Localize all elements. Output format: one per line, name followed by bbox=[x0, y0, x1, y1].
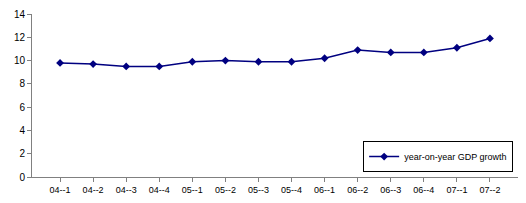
svg-text:05--4: 05--4 bbox=[281, 185, 302, 195]
svg-text:14: 14 bbox=[14, 9, 26, 20]
svg-text:4: 4 bbox=[19, 125, 25, 136]
svg-text:6: 6 bbox=[19, 102, 25, 113]
svg-text:06--4: 06--4 bbox=[413, 185, 434, 195]
svg-text:05--3: 05--3 bbox=[248, 185, 269, 195]
svg-text:0: 0 bbox=[19, 172, 25, 183]
svg-text:06--1: 06--1 bbox=[314, 185, 335, 195]
svg-text:04--3: 04--3 bbox=[116, 185, 137, 195]
svg-text:12: 12 bbox=[14, 32, 26, 43]
svg-text:04--1: 04--1 bbox=[50, 185, 71, 195]
svg-text:2: 2 bbox=[19, 148, 25, 159]
svg-text:04--2: 04--2 bbox=[83, 185, 104, 195]
svg-text:07--1: 07--1 bbox=[446, 185, 467, 195]
svg-text:04--4: 04--4 bbox=[149, 185, 170, 195]
svg-text:05--2: 05--2 bbox=[215, 185, 236, 195]
svg-text:year-on-year GDP growth: year-on-year GDP growth bbox=[404, 152, 506, 162]
svg-text:06--3: 06--3 bbox=[380, 185, 401, 195]
svg-text:10: 10 bbox=[14, 55, 26, 66]
svg-text:05--1: 05--1 bbox=[182, 185, 203, 195]
svg-text:8: 8 bbox=[19, 78, 25, 89]
svg-text:06--2: 06--2 bbox=[347, 185, 368, 195]
svg-text:07--2: 07--2 bbox=[479, 185, 500, 195]
